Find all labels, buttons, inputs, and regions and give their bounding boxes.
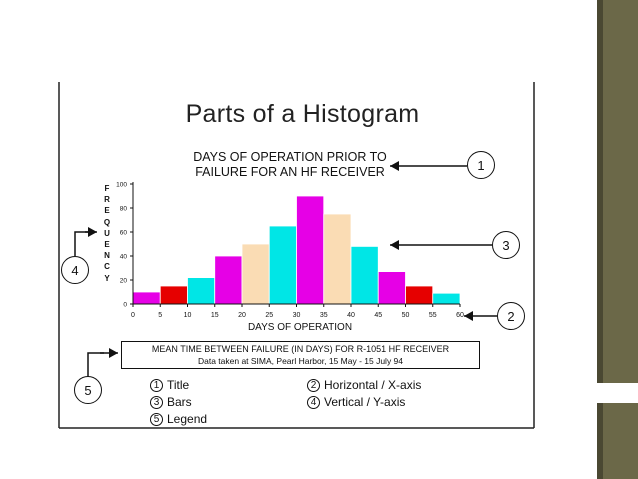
- key-label: Title: [167, 378, 190, 392]
- x-tick-label: 50: [402, 312, 410, 319]
- chart-title-line-1: DAYS OF OPERATION PRIOR TO: [193, 150, 387, 164]
- y-axis-title-letter: Y: [104, 273, 110, 283]
- histogram-bar: [323, 213, 352, 305]
- histogram-bar: [350, 245, 379, 305]
- y-tick-label: 60: [120, 230, 128, 237]
- x-tick-label: 40: [347, 312, 355, 319]
- histogram-bar: [405, 285, 434, 305]
- x-tick-label: 55: [429, 312, 437, 319]
- histogram-bar: [296, 195, 325, 305]
- histogram-bar: [214, 255, 243, 305]
- key-item-legend: 5 Legend: [150, 411, 207, 427]
- histogram-bar: [241, 243, 270, 305]
- y-tick-label: 40: [120, 254, 128, 261]
- y-axis-title-letter: E: [104, 240, 110, 249]
- y-tick-label: 80: [120, 206, 128, 213]
- bars-pointer-arrow-head: [390, 240, 399, 250]
- legend-pointer-arrow-head: [109, 348, 118, 358]
- key-label: Bars: [167, 395, 192, 409]
- x-tick-label: 30: [293, 312, 301, 319]
- y-axis-title-letter: E: [104, 206, 110, 216]
- key-number: 4: [307, 395, 320, 409]
- key-number: 5: [150, 412, 163, 426]
- histogram-bar: [432, 292, 461, 305]
- key-number: 2: [307, 378, 320, 392]
- title-pointer-arrow-head: [390, 161, 399, 171]
- histogram-bar: [268, 225, 297, 305]
- key-item-x-axis: 2 Horizontal / X-axis: [307, 377, 421, 393]
- callout-x-axis: 2: [497, 302, 525, 330]
- y-axis-pointer-arrow-head: [88, 227, 97, 237]
- key-item-y-axis: 4 Vertical / Y-axis: [307, 394, 405, 410]
- x-tick-label: 45: [374, 312, 382, 319]
- y-axis-pointer-line: [74, 231, 88, 256]
- x-tick-label: 35: [320, 312, 328, 319]
- x-tick-label: 5: [158, 312, 162, 319]
- figure-title: Parts of a Histogram: [185, 100, 420, 128]
- legend-box: [121, 341, 480, 369]
- x-tick-label: 20: [238, 312, 246, 319]
- y-axis-title-letter: U: [104, 228, 110, 238]
- histogram-bar: [132, 291, 161, 305]
- key-number: 1: [150, 378, 163, 392]
- y-axis-title-letter: N: [104, 251, 110, 261]
- callout-y-axis: 4: [61, 256, 89, 284]
- x-tick-label: 10: [184, 312, 192, 319]
- callout-legend: 5: [74, 376, 102, 404]
- key-label: Horizontal / X-axis: [324, 378, 422, 392]
- legend-line-1: MEAN TIME BETWEEN FAILURE (IN DAYS) FOR …: [151, 344, 450, 354]
- callout-title: 1: [467, 151, 495, 179]
- x-axis-pointer-arrow-head: [464, 311, 473, 321]
- y-tick-label: 0: [123, 302, 127, 309]
- legend-pointer-line: [87, 352, 104, 377]
- histogram-bar: [159, 285, 188, 305]
- key-item-bars: 3 Bars: [150, 394, 192, 410]
- x-tick-label: 25: [265, 312, 273, 319]
- accent-divider: [597, 0, 603, 479]
- x-tick-label: 60: [456, 312, 464, 319]
- chart-title-line-2: FAILURE FOR AN HF RECEIVER: [195, 165, 385, 179]
- key-label: Legend: [167, 412, 208, 426]
- x-tick-label: 0: [131, 312, 135, 319]
- y-tick-label: 100: [116, 182, 127, 189]
- key-number: 3: [150, 395, 163, 409]
- y-axis-title-letter: Q: [103, 217, 111, 227]
- y-axis-title-letter: F: [104, 184, 110, 193]
- histogram-bar: [187, 277, 216, 305]
- x-tick-label: 15: [211, 312, 219, 319]
- histogram-bar: [377, 271, 406, 305]
- key-item-title: 1 Title: [150, 377, 189, 393]
- callout-bars: 3: [492, 231, 520, 259]
- key-label: Vertical / Y-axis: [324, 395, 406, 409]
- legend-line-2: Data taken at SIMA, Pearl Harbor, 15 May…: [197, 356, 404, 366]
- y-axis-title-letter: C: [104, 262, 110, 272]
- y-axis-title-letter: R: [104, 195, 110, 205]
- y-tick-label: 20: [120, 278, 128, 285]
- x-axis-title: DAYS OF OPERATION: [247, 322, 353, 333]
- accent-panel-gap: [597, 383, 638, 403]
